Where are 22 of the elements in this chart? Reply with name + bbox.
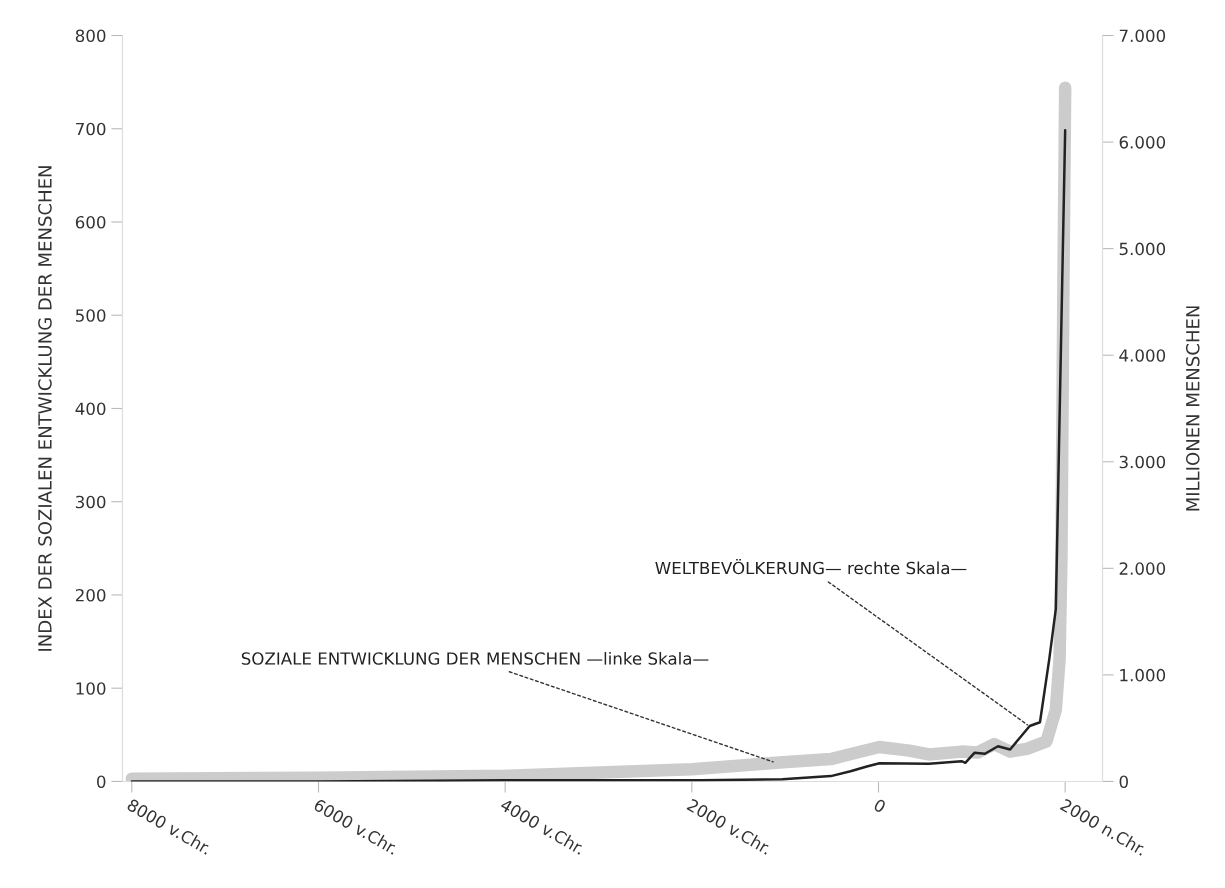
y2-tick-label: 2.000 bbox=[1119, 562, 1166, 575]
y-tick-label: 600 bbox=[75, 215, 106, 229]
y2-tick-label: 6.000 bbox=[1119, 136, 1166, 149]
x-tick-label: 0 bbox=[873, 798, 887, 814]
y2-axis-title: MILLIONEN MENSCHEN bbox=[1185, 306, 1200, 511]
y2-tick-label: 3.000 bbox=[1119, 455, 1166, 469]
y-tick-label: 400 bbox=[75, 402, 106, 416]
y-tick-label: 500 bbox=[76, 309, 106, 322]
y2-tick-label: 4.000 bbox=[1119, 349, 1166, 362]
y-tick-label: 700 bbox=[76, 122, 106, 136]
y2-tick-label: 1.000 bbox=[1120, 668, 1166, 682]
y2-tick-label: 0 bbox=[1119, 775, 1128, 789]
y-tick-label: 0 bbox=[97, 775, 106, 789]
y-tick-label: 800 bbox=[75, 29, 106, 43]
y2-tick-label: 7.000 bbox=[1119, 29, 1166, 43]
y-axis-title: INDEX DER SOZIALEN ENTWICKLUNG DER MENSCHEN bbox=[38, 166, 52, 651]
y-tick-label: 200 bbox=[75, 588, 106, 602]
y-tick-label: 100 bbox=[76, 682, 106, 695]
y2-tick-label: 5.000 bbox=[1119, 242, 1166, 256]
annotation: SOZIALE ENTWICKLUNG DER MENSCHEN —linke Skala— bbox=[241, 651, 709, 665]
y-tick-label: 300 bbox=[75, 495, 106, 509]
annotation: WELTBEVÖLKERUNG— rechte Skala— bbox=[655, 558, 967, 575]
